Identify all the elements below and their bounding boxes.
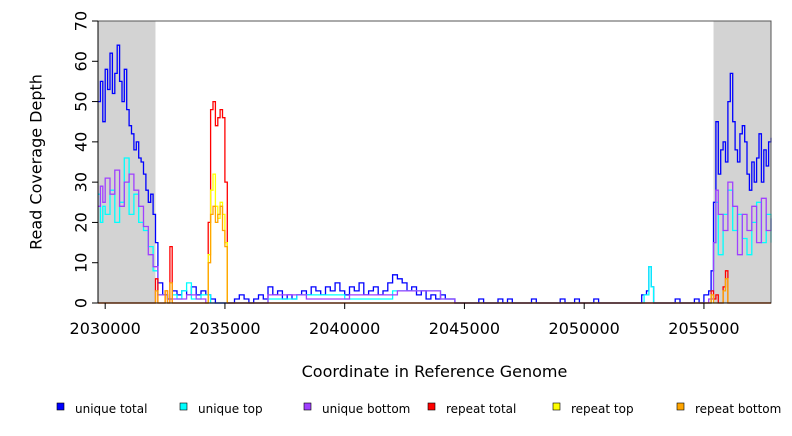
x-tick-label: 2035000 [189, 319, 260, 338]
series-line-unique-total [98, 44, 772, 304]
shaded-regions [98, 21, 771, 303]
x-axis-label: Coordinate in Reference Genome [302, 362, 568, 381]
y-tick-label: 20 [72, 212, 91, 232]
series-line-unique-bottom [98, 169, 772, 304]
x-tick-label: 2055000 [668, 319, 739, 338]
y-tick-label: 10 [72, 253, 91, 273]
series-line-repeat-total [98, 100, 771, 304]
legend: unique total unique top unique bottom repea… [56, 402, 781, 416]
legend-swatch [303, 402, 312, 411]
legend-label: unique top [198, 402, 263, 416]
y-axis-label: Read Coverage Depth [27, 74, 46, 250]
legend-label: repeat total [446, 402, 516, 416]
x-tick-label: 2045000 [429, 319, 500, 338]
legend-swatch [676, 402, 685, 411]
legend-swatch [179, 402, 188, 411]
legend-label: repeat top [571, 402, 634, 416]
legend-swatch [427, 402, 436, 411]
axes: 2030000 2035000 2040000 2045000 2050000 20550… [70, 11, 771, 338]
y-tick-label: 30 [72, 172, 91, 192]
x-tick-label: 2040000 [309, 319, 380, 338]
series-line-unique-top [98, 157, 772, 304]
legend-swatch [552, 402, 561, 411]
legend-label: repeat bottom [695, 402, 781, 416]
y-tick-label: 40 [72, 132, 91, 152]
y-tick-label: 60 [72, 51, 91, 71]
shaded-region-1 [98, 21, 156, 303]
series-line-repeat-top [205, 173, 228, 304]
plot-frame [97, 20, 772, 304]
legend-label: unique total [75, 402, 147, 416]
legend-label: unique bottom [322, 402, 410, 416]
legend-swatch [56, 402, 65, 411]
y-tick-label: 70 [72, 11, 91, 31]
y-tick-label: 0 [72, 298, 91, 308]
x-tick-label: 2050000 [549, 319, 620, 338]
x-tick-label: 2030000 [70, 319, 141, 338]
y-tick-label: 50 [72, 91, 91, 111]
shaded-region-2 [713, 21, 771, 303]
series-lines [98, 44, 772, 304]
series-line-repeat-bottom [98, 205, 771, 304]
